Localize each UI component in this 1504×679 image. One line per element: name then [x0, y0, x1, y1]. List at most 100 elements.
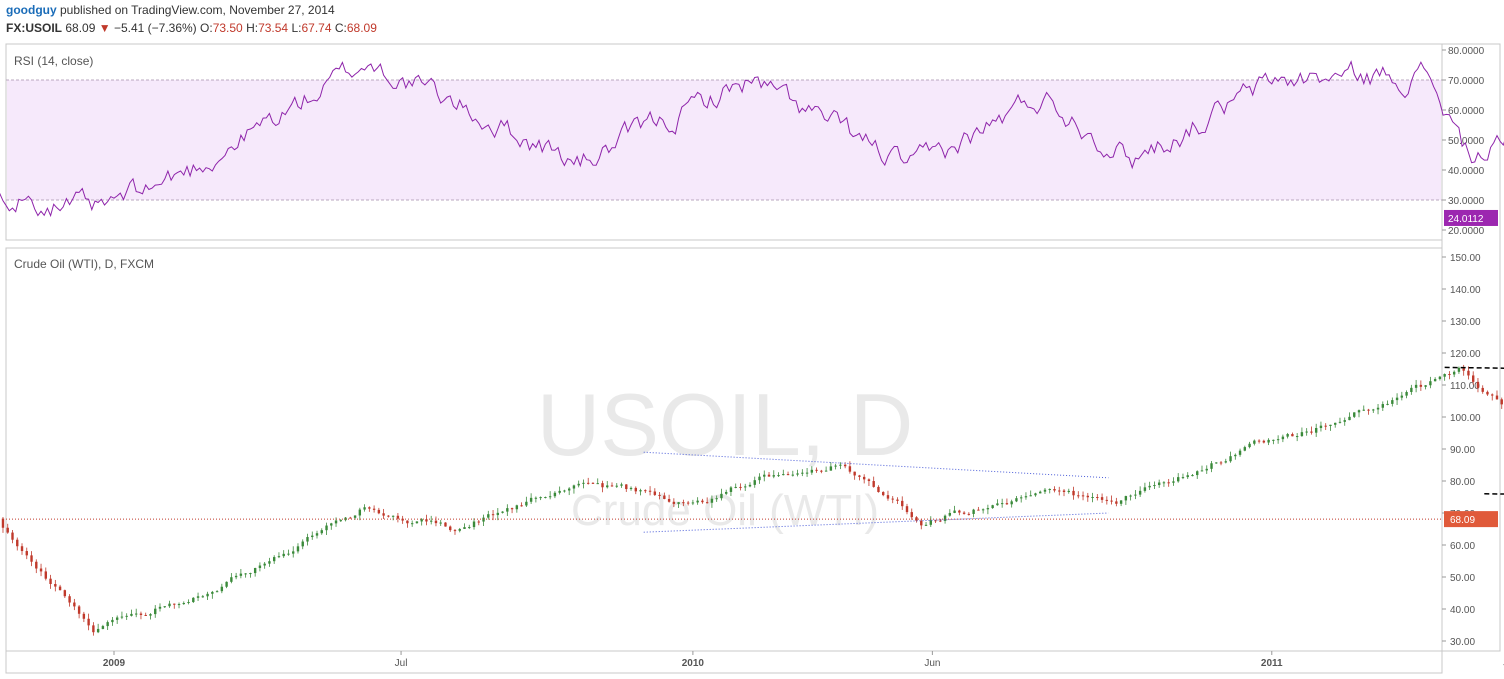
publish-line: goodguy published on TradingView.com, No… [6, 3, 335, 17]
candle-body [1253, 440, 1256, 444]
candle-body [696, 500, 699, 503]
candle-body [1039, 491, 1042, 494]
candle-body [748, 484, 752, 487]
candle-body [572, 485, 576, 489]
candle-body [192, 597, 195, 603]
candle-body [1224, 461, 1227, 463]
candle-body [449, 526, 452, 531]
candle-body [377, 509, 381, 514]
candle-body [705, 502, 709, 504]
candle-body [1034, 493, 1037, 496]
candle-body [330, 523, 333, 526]
candle-body [315, 533, 319, 536]
candle-body [54, 583, 57, 587]
candle-body [73, 602, 76, 607]
candle-body [234, 575, 238, 578]
candle-body [791, 474, 795, 476]
candle-body [1091, 497, 1094, 499]
candle-body [1334, 422, 1337, 425]
candle-body [1481, 387, 1484, 392]
down-arrow-icon: ▼ [98, 21, 111, 35]
candle-body [225, 581, 228, 587]
rsi-tick-label: 50.0000 [1448, 136, 1485, 147]
candle-body [839, 464, 842, 466]
candle-body [967, 513, 971, 515]
candle-body [886, 495, 890, 499]
candle-body [1438, 376, 1442, 380]
candle-body [1072, 490, 1075, 496]
candle-body [211, 591, 214, 594]
candle-body [277, 556, 281, 558]
candle-body [634, 487, 637, 492]
candle-body [606, 485, 609, 488]
candle-body [1448, 374, 1451, 376]
candle-body [1348, 416, 1351, 421]
candle-body [1219, 462, 1223, 464]
candle-body [1410, 387, 1413, 393]
candle-body [1400, 395, 1404, 398]
candle-body [282, 553, 285, 557]
candle-body [1043, 489, 1047, 492]
candle-body [862, 476, 866, 480]
candle-body [430, 520, 433, 522]
candle-body [1062, 490, 1066, 492]
candle-body [491, 514, 495, 516]
candle-body [1181, 477, 1185, 479]
candle-body [915, 517, 918, 521]
candle-body [1238, 450, 1242, 455]
candle-body [1243, 447, 1247, 451]
close-value: 68.09 [346, 21, 377, 35]
candle-body [1472, 375, 1475, 382]
candle-body [558, 490, 561, 493]
candle-body [325, 525, 328, 531]
candle-body [758, 476, 761, 481]
candle-body [920, 520, 923, 526]
price-tick-label: 140.00 [1450, 285, 1481, 296]
candle-body [777, 475, 780, 477]
candle-body [496, 512, 500, 516]
candle-body [1138, 490, 1142, 495]
price-title: Crude Oil (WTI), D, FXCM [14, 257, 154, 271]
candle-body [1367, 409, 1370, 411]
candle-body [625, 484, 628, 490]
candle-body [1372, 409, 1375, 411]
candle-body [1086, 495, 1090, 498]
candle-body [201, 596, 205, 598]
candle-body [648, 490, 652, 492]
candle-body [510, 508, 514, 510]
candle-body [663, 495, 666, 499]
candle-body [872, 481, 875, 487]
candle-body [206, 593, 209, 597]
candle-body [1162, 482, 1166, 484]
author-name[interactable]: goodguy [6, 3, 57, 17]
candle-body [986, 508, 990, 510]
candle-body [1424, 385, 1427, 387]
candle-body [620, 484, 623, 486]
time-tick-label: 2009 [103, 658, 126, 669]
candle-body [82, 613, 86, 619]
price-tick-label: 110.00 [1450, 381, 1480, 392]
watermark-symbol: USOIL, D [537, 375, 914, 474]
candle-body [39, 568, 43, 572]
candle-body [782, 474, 785, 476]
candle-body [715, 498, 718, 500]
candle-body [63, 590, 67, 597]
quote-line: FX:USOIL 68.09 ▼ −5.41 (−7.36%) O:73.50 … [6, 21, 377, 35]
candle-body [1196, 471, 1199, 476]
candle-body [1058, 490, 1061, 492]
candle-body [1310, 431, 1313, 433]
open-value: 73.50 [212, 21, 243, 35]
price-tick-label: 120.00 [1450, 349, 1481, 360]
candle-body [1148, 485, 1151, 488]
price-tick-label: 130.00 [1450, 317, 1481, 328]
candle-body [1177, 477, 1180, 482]
candle-body [905, 506, 909, 513]
candle-body [772, 475, 775, 477]
candle-body [6, 527, 9, 533]
candle-body [1495, 395, 1499, 400]
price-tick-label: 60.00 [1450, 541, 1475, 552]
rsi-band [7, 80, 1441, 200]
candle-body [358, 509, 362, 516]
candle-body [1386, 403, 1389, 405]
